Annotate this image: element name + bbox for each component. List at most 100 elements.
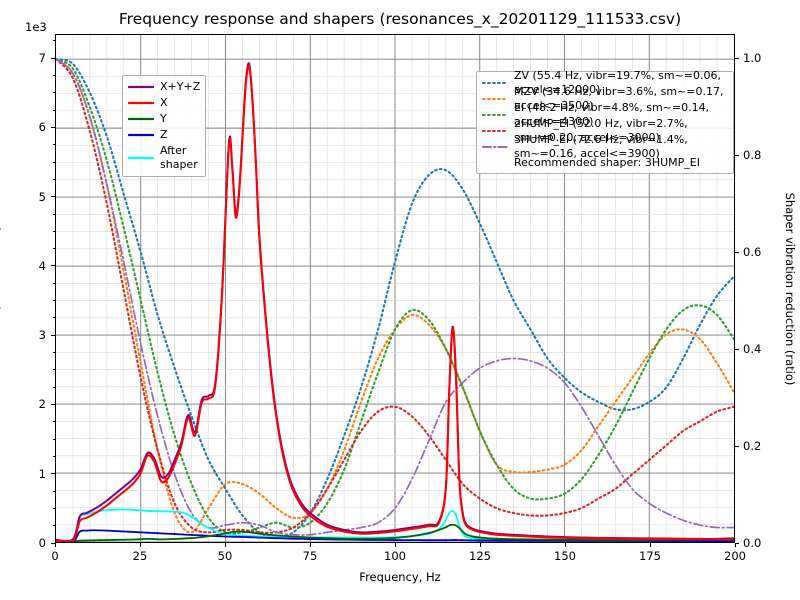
- y2-tick-mark: [735, 154, 739, 156]
- legend-item-psd[interactable]: Z: [127, 127, 200, 143]
- y-minor-tick-mark: [52, 109, 55, 111]
- y-minor-tick-mark: [52, 144, 55, 146]
- y-tick-label: 6: [38, 120, 46, 135]
- legend-line-swatch: [482, 77, 508, 89]
- y-minor-tick-mark: [52, 507, 55, 509]
- x-tick-mark: [479, 543, 481, 547]
- y-minor-tick-mark: [52, 317, 55, 319]
- y-minor-tick-mark: [52, 490, 55, 492]
- page-title: Frequency response and shapers (resonanc…: [118, 10, 682, 28]
- x-tick-mark: [224, 543, 226, 547]
- y-minor-tick-mark: [52, 438, 55, 440]
- x-tick-mark: [139, 543, 141, 547]
- x-tick-label: 50: [217, 549, 233, 563]
- y2-tick-mark: [735, 348, 739, 350]
- legend-item-label: X: [160, 96, 168, 109]
- y-minor-tick-mark: [52, 161, 55, 163]
- y2-tick-label: 0.2: [743, 439, 762, 454]
- x-tick-mark: [394, 543, 396, 547]
- legend-line-swatch: [482, 141, 508, 153]
- y2-axis-label: Shaper vibration reduction (ratio): [783, 192, 797, 386]
- legend-item-shaper[interactable]: MZV (34.6 Hz, vibr=3.6%, sm~=0.17, accel…: [482, 85, 728, 112]
- y-minor-tick-mark: [52, 421, 55, 423]
- legend-item-label: X+Y+Z: [160, 80, 201, 93]
- y2-tick-mark: [735, 57, 739, 59]
- y-tick-label: 2: [38, 397, 46, 412]
- legend-item-label: EI (48.2 Hz, vibr=4.8%, sm~=0.14, accel<…: [514, 101, 710, 128]
- x-tick-label: 150: [554, 549, 576, 563]
- y-minor-tick-mark: [52, 75, 55, 77]
- y-tick-label: 0: [38, 536, 46, 550]
- y-tick-mark: [51, 334, 55, 336]
- y-minor-tick-mark: [52, 178, 55, 180]
- legend-psd[interactable]: X+Y+Z X Y Z After shaper: [122, 75, 207, 177]
- legend-item-shaper[interactable]: EI (48.2 Hz, vibr=4.8%, sm~=0.14, accel<…: [482, 101, 728, 128]
- x-tick-mark: [564, 543, 566, 547]
- y2-tick-label: 0.8: [743, 148, 762, 163]
- legend-line-swatch: [127, 97, 155, 109]
- legend-line-swatch: [127, 81, 155, 93]
- y-tick-mark: [51, 196, 55, 198]
- x-tick-label: 175: [639, 549, 661, 563]
- legend-shapers[interactable]: ZV (55.4 Hz, vibr=19.7%, sm~=0.06, accel…: [476, 69, 734, 174]
- y-minor-tick-mark: [52, 386, 55, 388]
- y-minor-tick-mark: [52, 300, 55, 302]
- legend-item-psd[interactable]: X: [127, 95, 200, 111]
- plot-area: X+Y+Z X Y Z After shaper ZV (55.4 Hz, vibr=1…: [55, 34, 735, 543]
- x-tick-mark: [649, 543, 651, 547]
- y-tick-label: 7: [38, 51, 46, 66]
- y2-tick-label: 0.0: [743, 536, 762, 550]
- y-minor-tick-mark: [52, 352, 55, 354]
- legend-item-psd[interactable]: X+Y+Z: [127, 79, 201, 95]
- y2-tick-label: 0.4: [743, 342, 762, 357]
- legend-item-label: Y: [160, 112, 167, 125]
- legend-line-swatch: [482, 109, 508, 121]
- x-tick-label: 125: [469, 549, 491, 563]
- y2-tick-label: 0.6: [743, 245, 762, 260]
- legend-item-psd[interactable]: After shaper: [127, 143, 200, 173]
- legend-line-swatch: [482, 125, 508, 137]
- y-tick-label: 3: [38, 328, 46, 343]
- y-minor-tick-mark: [52, 525, 55, 527]
- legend-line-swatch: [482, 93, 508, 105]
- legend-item-label: ZV (55.4 Hz, vibr=19.7%, sm~=0.06, accel…: [514, 69, 721, 96]
- x-tick-label: 25: [132, 549, 148, 563]
- y-tick-mark: [51, 265, 55, 267]
- legend-item-label: After shaper: [160, 144, 198, 171]
- y2-tick-mark: [735, 445, 739, 447]
- x-tick-label: 100: [384, 549, 406, 563]
- y-minor-tick-mark: [52, 92, 55, 94]
- y-minor-tick-mark: [52, 369, 55, 371]
- legend-item-shaper[interactable]: ZV (55.4 Hz, vibr=19.7%, sm~=0.06, accel…: [482, 69, 728, 96]
- y2-tick-mark: [735, 542, 739, 544]
- y-minor-tick-mark: [52, 455, 55, 457]
- y2-tick-mark: [735, 251, 739, 253]
- y-tick-mark: [51, 126, 55, 128]
- y-minor-tick-mark: [52, 282, 55, 284]
- legend-item-label: 2HUMP_EI (52.0 Hz, vibr=2.7%, sm~=0.20, …: [514, 117, 688, 144]
- y-minor-tick-mark: [52, 248, 55, 250]
- recommended-shaper-note: Recommended shaper: 3HUMP_EI: [514, 156, 700, 169]
- x-tick-mark: [734, 543, 736, 547]
- y-tick-mark: [51, 57, 55, 59]
- x-tick-mark: [309, 543, 311, 547]
- legend-item-label: Z: [160, 128, 168, 141]
- y-tick-label: 5: [38, 189, 46, 204]
- y-axis-label: Power spectral density: [0, 224, 1, 354]
- legend-item-psd[interactable]: Y: [127, 111, 200, 127]
- x-tick-label: 75: [302, 549, 318, 563]
- legend-item-label: 3HUMP_EI (72.6 Hz, vibr=1.4%, sm~=0.16, …: [514, 133, 688, 160]
- y-tick-label: 4: [38, 258, 46, 273]
- legend-item-shaper[interactable]: 3HUMP_EI (72.6 Hz, vibr=1.4%, sm~=0.16, …: [482, 133, 728, 160]
- legend-item-shaper[interactable]: 2HUMP_EI (52.0 Hz, vibr=2.7%, sm~=0.20, …: [482, 117, 728, 144]
- legend-line-swatch: [127, 129, 155, 141]
- y-minor-tick-mark: [52, 230, 55, 232]
- y-tick-mark: [51, 542, 55, 544]
- x-axis-label: Frequency, Hz: [359, 570, 441, 584]
- y-tick-mark: [51, 473, 55, 475]
- legend-item-label: MZV (34.6 Hz, vibr=3.6%, sm~=0.17, accel…: [514, 85, 724, 112]
- y-axis-exponent-label: 1e3: [25, 20, 47, 34]
- x-tick-label: 0: [51, 549, 59, 563]
- legend-line-swatch: [127, 152, 155, 164]
